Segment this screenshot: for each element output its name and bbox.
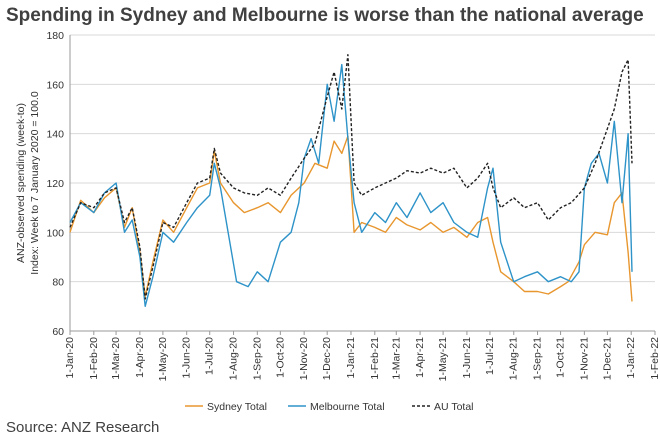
y-tick-80: 80 (52, 277, 64, 289)
series-line-au-total (69, 54, 633, 300)
y-tick-60: 60 (52, 326, 64, 338)
x-tick-1-Jul-20: 1-Jul-20 (204, 337, 216, 375)
y-tick-labels: 60 80 100 120 140 160 180 (46, 30, 64, 338)
legend-label-melbourne-total: Melbourne Total (310, 401, 385, 413)
x-tick-1-Apr-20: 1-Apr-20 (134, 337, 146, 378)
chart-title: Spending in Sydney and Melbourne is wors… (6, 5, 644, 26)
series-line-sydney-total (69, 135, 633, 302)
x-tick-1-Jun-20: 1-Jun-20 (181, 337, 193, 379)
y-tick-180: 180 (46, 30, 64, 42)
x-tick-1-Jan-20: 1-Jan-20 (64, 337, 76, 379)
x-tick-1-Sep-20: 1-Sep-20 (251, 337, 263, 380)
x-tick-1-Oct-20: 1-Oct-20 (274, 337, 286, 378)
y-axis-label-line1: ANZ-observed spending (week-to) (15, 103, 27, 263)
x-tick-1-Feb-21: 1-Feb-21 (369, 337, 381, 380)
legend: Sydney Total Melbourne Total AU Total (185, 401, 474, 413)
series-line-melbourne-total (69, 63, 633, 307)
source-note: Source: ANZ Research (6, 419, 160, 436)
y-tick-140: 140 (46, 129, 64, 141)
legend-label-sydney-total: Sydney Total (207, 401, 267, 413)
x-tick-1-Dec-21: 1-Dec-21 (601, 337, 613, 380)
x-tick-1-Apr-21: 1-Apr-21 (414, 337, 426, 378)
x-tick-1-Aug-21: 1-Aug-21 (508, 337, 520, 380)
x-tick-1-Mar-21: 1-Mar-21 (390, 337, 402, 380)
x-tick-1-Jan-22: 1-Jan-22 (625, 337, 637, 379)
series-lines (69, 54, 633, 307)
y-axis-label-line2: Index: Week to 7 January 2020 = 100.0 (29, 91, 41, 275)
legend-label-au-total: AU Total (434, 401, 474, 413)
x-tick-1-Feb-20: 1-Feb-20 (88, 337, 100, 380)
y-tick-100: 100 (46, 227, 64, 239)
x-tick-1-Sep-21: 1-Sep-21 (532, 337, 544, 380)
x-tick-1-Dec-20: 1-Dec-20 (321, 337, 333, 380)
x-tick-1-Jan-21: 1-Jan-21 (345, 337, 357, 379)
x-tick-1-Nov-21: 1-Nov-21 (578, 337, 590, 380)
x-tick-1-May-21: 1-May-21 (437, 337, 449, 382)
x-tick-1-Oct-21: 1-Oct-21 (555, 337, 567, 378)
x-tick-1-Nov-20: 1-Nov-20 (298, 337, 310, 380)
x-tick-1-Mar-20: 1-Mar-20 (110, 337, 122, 380)
x-tick-labels: 1-Jan-20 1-Feb-20 1-Mar-20 1-Apr-20 1-May-20… (64, 331, 660, 381)
y-tick-120: 120 (46, 178, 64, 190)
x-tick-1-Jul-21: 1-Jul-21 (484, 337, 496, 375)
x-tick-1-May-20: 1-May-20 (157, 337, 169, 382)
x-tick-1-Jun-21: 1-Jun-21 (461, 337, 473, 379)
axes (69, 35, 655, 332)
y-tick-160: 160 (46, 79, 64, 91)
x-tick-1-Aug-20: 1-Aug-20 (228, 337, 240, 380)
x-tick-1-Feb-22: 1-Feb-22 (649, 337, 660, 380)
